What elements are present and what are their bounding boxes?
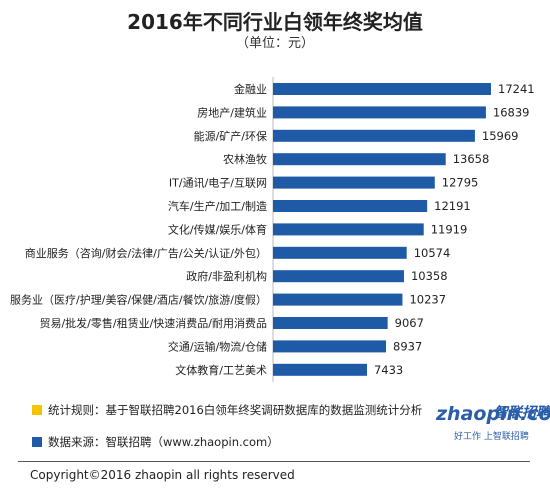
value-label: 10358: [411, 269, 448, 283]
value-label: 8937: [393, 339, 422, 353]
logo-cn-text: 智联招聘: [494, 405, 550, 421]
logo-tagline: 好工作 上智联招聘: [454, 432, 529, 442]
bar: [273, 176, 435, 189]
value-label: 7433: [374, 363, 403, 377]
value-label: 16839: [493, 105, 530, 119]
bar-chart: 金融业 17241 房地产/建筑业 16839 能源/矿产/环保 15969 农林渔牧 136…: [10, 77, 535, 382]
bar: [273, 200, 428, 212]
value-label: 11919: [431, 222, 468, 236]
value-label: 13658: [453, 152, 490, 166]
note-source: 数据来源：智联招聘（www.zhaopin.com）: [32, 434, 279, 450]
bar: [273, 317, 388, 329]
bar: [273, 83, 491, 95]
value-label: 17241: [498, 82, 535, 96]
category-label: 交通/运输/物流/仓储: [168, 339, 267, 353]
category-label: 贸易/批发/零售/租赁业/快速消费品/耐用消费品: [39, 316, 267, 330]
category-label: 政府/非盈利机构: [186, 269, 267, 283]
value-label: 12191: [434, 199, 471, 213]
footer-divider: [18, 461, 530, 462]
category-label: 商业服务（咨询/财会/法律/广告/公关/认证/外包）: [25, 246, 267, 260]
value-label: 12795: [442, 176, 479, 190]
note-rule-text: 统计规则：基于智联招聘2016白领年终奖调研数据库的数据监测统计分析: [48, 403, 423, 417]
bar: [273, 129, 475, 142]
bar: [273, 153, 446, 166]
category-label: 农林渔牧: [223, 152, 267, 166]
blue-square-icon: [32, 437, 42, 447]
category-label: 房地产/建筑业: [197, 105, 267, 119]
bar: [273, 293, 403, 306]
zhaopin-logo: zhaopin.com 智联招聘 好工作 上智联招聘: [436, 403, 550, 449]
chart-title: 2016年不同行业白领年终奖均值: [127, 10, 423, 34]
category-label: 能源/矿产/环保: [194, 129, 267, 143]
category-label: IT/通讯/电子/互联网: [169, 177, 267, 190]
category-label: 文体教育/工艺美术: [175, 363, 267, 377]
bar: [273, 270, 404, 283]
bar: [273, 223, 424, 236]
bar: [273, 340, 387, 353]
yellow-square-icon: [32, 405, 42, 415]
note-source-text: 数据来源：智联招聘（www.zhaopin.com）: [48, 435, 279, 449]
bar: [273, 363, 367, 376]
value-label: 9067: [395, 316, 424, 330]
value-label: 10237: [409, 293, 446, 307]
logo-main-text: zhaopin.com: [436, 403, 550, 425]
chart-subtitle: （单位：元）: [235, 36, 314, 51]
bar: [273, 106, 486, 119]
note-rule: 统计规则：基于智联招聘2016白领年终奖调研数据库的数据监测统计分析: [32, 402, 422, 418]
value-label: 15969: [482, 129, 519, 143]
category-label: 汽车/生产/加工/制造: [168, 199, 267, 213]
copyright-text: Copyright©2016 zhaopin all rights reserv…: [30, 468, 295, 482]
category-label: 金融业: [234, 82, 267, 96]
category-label: 服务业（医疗/护理/美容/保健/酒店/餐饮/旅游/度假）: [10, 293, 267, 307]
bar: [273, 246, 407, 259]
category-label: 文化/传媒/娱乐/体育: [168, 222, 267, 236]
value-label: 10574: [414, 246, 451, 260]
